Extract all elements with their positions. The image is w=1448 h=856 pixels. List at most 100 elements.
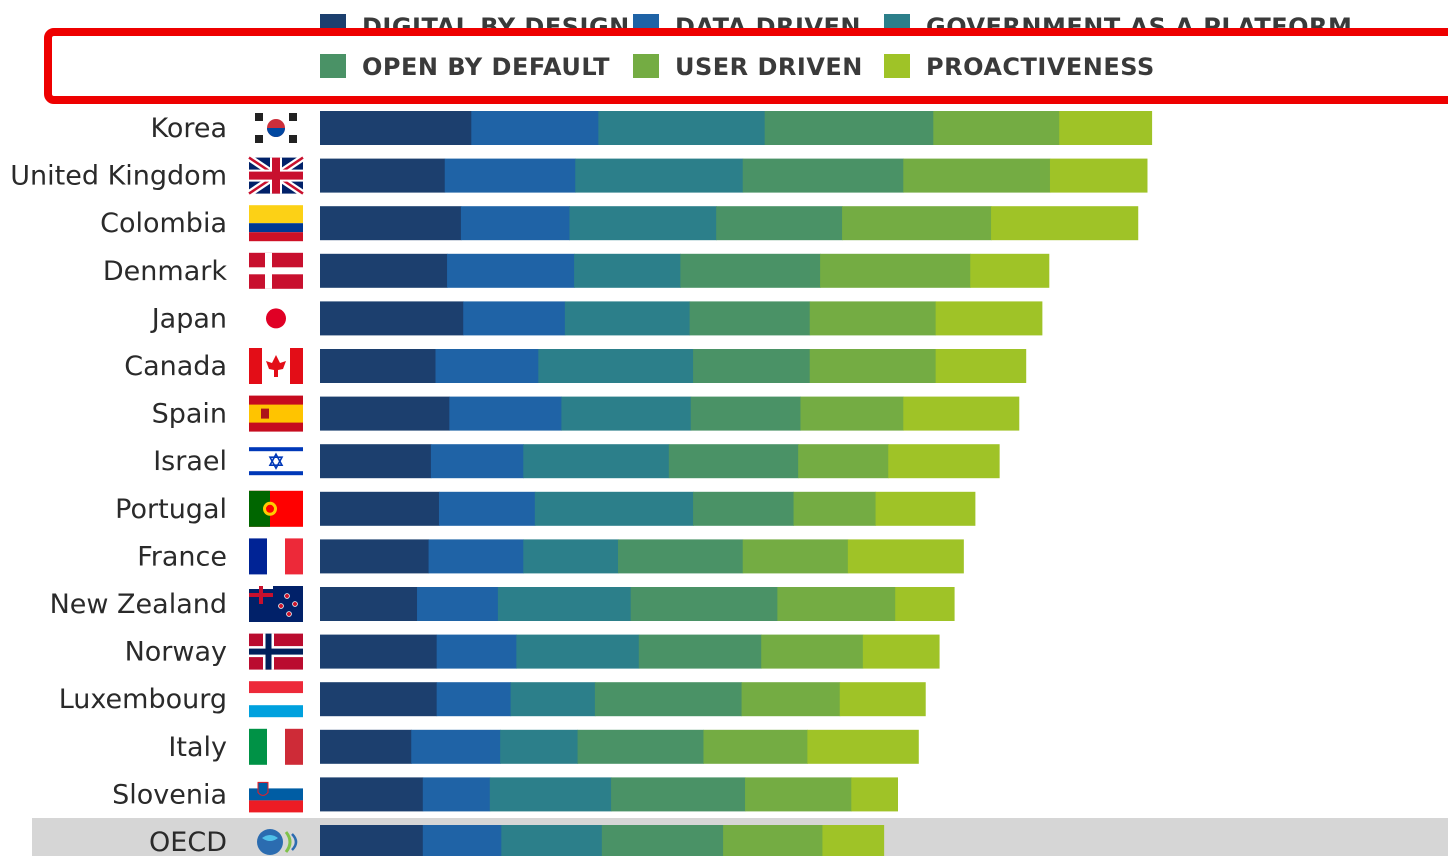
bar-korea-proactiveness — [1059, 111, 1153, 145]
flag-ca-icon — [249, 348, 303, 384]
bar-france-open-by-default — [617, 539, 744, 574]
bar-united-kingdom-digital-by-design — [320, 158, 446, 193]
chart-row-luxembourg: Luxembourg — [59, 681, 926, 718]
bar-united-kingdom-proactiveness — [1049, 158, 1148, 193]
legend-label-open-by-default: OPEN BY DEFAULT — [362, 53, 610, 81]
bar-canada-open-by-default — [693, 349, 811, 383]
chart-row-denmark: Denmark — [103, 252, 1050, 289]
category-label: Japan — [150, 303, 227, 334]
legend-item-proactiveness: PROACTIVENESS — [884, 53, 1154, 81]
chart-row-france: France — [137, 538, 964, 575]
bar-luxembourg-proactiveness — [839, 682, 926, 717]
bar-israel-open-by-default — [668, 444, 799, 479]
chart-row-spain: Spain — [152, 395, 1020, 432]
legend-item-digital-by-design: DIGITAL BY DESIGN — [320, 13, 630, 41]
bar-france-data-driven — [428, 539, 524, 574]
bar-spain-user-driven — [800, 396, 904, 431]
category-label: Portugal — [115, 494, 227, 525]
bar-spain-digital-by-design — [320, 396, 450, 431]
bar-slovenia-proactiveness — [851, 777, 898, 812]
legend-label-digital-by-design: DIGITAL BY DESIGN — [362, 13, 630, 41]
bar-portugal-user-driven — [793, 491, 877, 526]
legend-swatch-digital-by-design — [320, 14, 346, 36]
chart-row-israel: Israel — [153, 443, 1000, 480]
bar-portugal-open-by-default — [693, 491, 795, 526]
bar-denmark-digital-by-design — [320, 253, 448, 288]
legend-label-data-driven: DATA DRIVEN — [675, 13, 861, 41]
bar-colombia-digital-by-design — [320, 206, 462, 241]
bar-denmark-data-driven — [447, 253, 575, 288]
flag-co-icon — [249, 205, 303, 242]
category-label: Israel — [153, 446, 227, 477]
bar-spain-government-as-a-platform — [561, 396, 692, 431]
flag-it-icon — [249, 728, 303, 765]
bar-korea-digital-by-design — [320, 111, 472, 145]
chart-row-united-kingdom: United Kingdom — [10, 154, 1148, 197]
bar-portugal-proactiveness — [875, 491, 976, 526]
bar-colombia-proactiveness — [991, 206, 1139, 241]
bar-israel-data-driven — [430, 444, 524, 479]
bar-korea-open-by-default — [764, 111, 934, 145]
bar-slovenia-user-driven — [745, 777, 852, 812]
bar-israel-proactiveness — [888, 444, 1000, 479]
chart-row-portugal: Portugal — [115, 490, 976, 527]
legend-label-government-as-a-platform: GOVERNMENT AS A PLATFORM — [926, 13, 1352, 41]
bar-oecd-data-driven — [422, 825, 502, 856]
flag-no-icon — [249, 633, 303, 670]
chart-row-colombia: Colombia — [100, 205, 1139, 242]
bar-norway-government-as-a-platform — [516, 634, 640, 669]
bar-canada-digital-by-design — [320, 349, 436, 383]
legend-swatch-user-driven — [633, 54, 659, 78]
bar-united-kingdom-open-by-default — [742, 158, 904, 193]
category-label: New Zealand — [50, 589, 227, 620]
chart-rows: Korea United Kingdom Colombia Denmark Japan C… — [10, 110, 1448, 856]
bar-korea-user-driven — [933, 111, 1060, 145]
bar-slovenia-data-driven — [422, 777, 491, 812]
bar-united-kingdom-government-as-a-platform — [575, 158, 744, 193]
flag-kr-icon — [249, 110, 303, 146]
category-label: OECD — [149, 827, 227, 856]
chart-row-canada: Canada — [124, 348, 1027, 384]
bar-oecd-proactiveness — [822, 825, 885, 856]
bar-new-zealand-digital-by-design — [320, 587, 418, 621]
bar-portugal-digital-by-design — [320, 491, 440, 526]
chart-row-italy: Italy — [168, 728, 919, 765]
flag-jp-icon — [266, 308, 286, 329]
legend-item-data-driven: DATA DRIVEN — [633, 13, 861, 41]
flag-si-icon — [249, 776, 303, 813]
bar-oecd-government-as-a-platform — [501, 825, 603, 856]
category-label: Spain — [152, 399, 227, 430]
bar-japan-user-driven — [809, 301, 937, 336]
bar-slovenia-government-as-a-platform — [489, 777, 612, 812]
bar-norway-digital-by-design — [320, 634, 438, 669]
flag-fr-icon — [249, 538, 303, 575]
bar-korea-government-as-a-platform — [598, 111, 766, 145]
category-label: Luxembourg — [59, 684, 227, 715]
bar-luxembourg-open-by-default — [594, 682, 743, 717]
chart-row-korea: Korea — [150, 110, 1153, 146]
legend-swatch-open-by-default — [320, 54, 346, 78]
bar-portugal-data-driven — [438, 491, 536, 526]
category-label: Norway — [125, 637, 227, 668]
bar-france-user-driven — [742, 539, 849, 574]
category-label: France — [137, 541, 227, 572]
legend-item-user-driven: USER DRIVEN — [633, 53, 863, 81]
bar-luxembourg-government-as-a-platform — [510, 682, 596, 717]
bar-colombia-government-as-a-platform — [569, 206, 717, 241]
flag-oecd-icon — [257, 829, 298, 855]
bar-colombia-data-driven — [460, 206, 570, 241]
category-label: United Kingdom — [10, 161, 227, 192]
bar-colombia-user-driven — [842, 206, 992, 241]
legend-label-user-driven: USER DRIVEN — [675, 53, 863, 81]
bar-japan-proactiveness — [935, 301, 1043, 336]
bar-italy-open-by-default — [577, 729, 704, 764]
flag-il-icon — [249, 443, 303, 480]
bar-norway-user-driven — [761, 634, 864, 669]
bar-israel-user-driven — [798, 444, 889, 479]
bar-israel-digital-by-design — [320, 444, 432, 479]
category-label: Italy — [168, 732, 227, 763]
legend-item-open-by-default: OPEN BY DEFAULT — [320, 53, 610, 81]
bar-italy-government-as-a-platform — [500, 729, 579, 764]
bar-france-digital-by-design — [320, 539, 430, 574]
